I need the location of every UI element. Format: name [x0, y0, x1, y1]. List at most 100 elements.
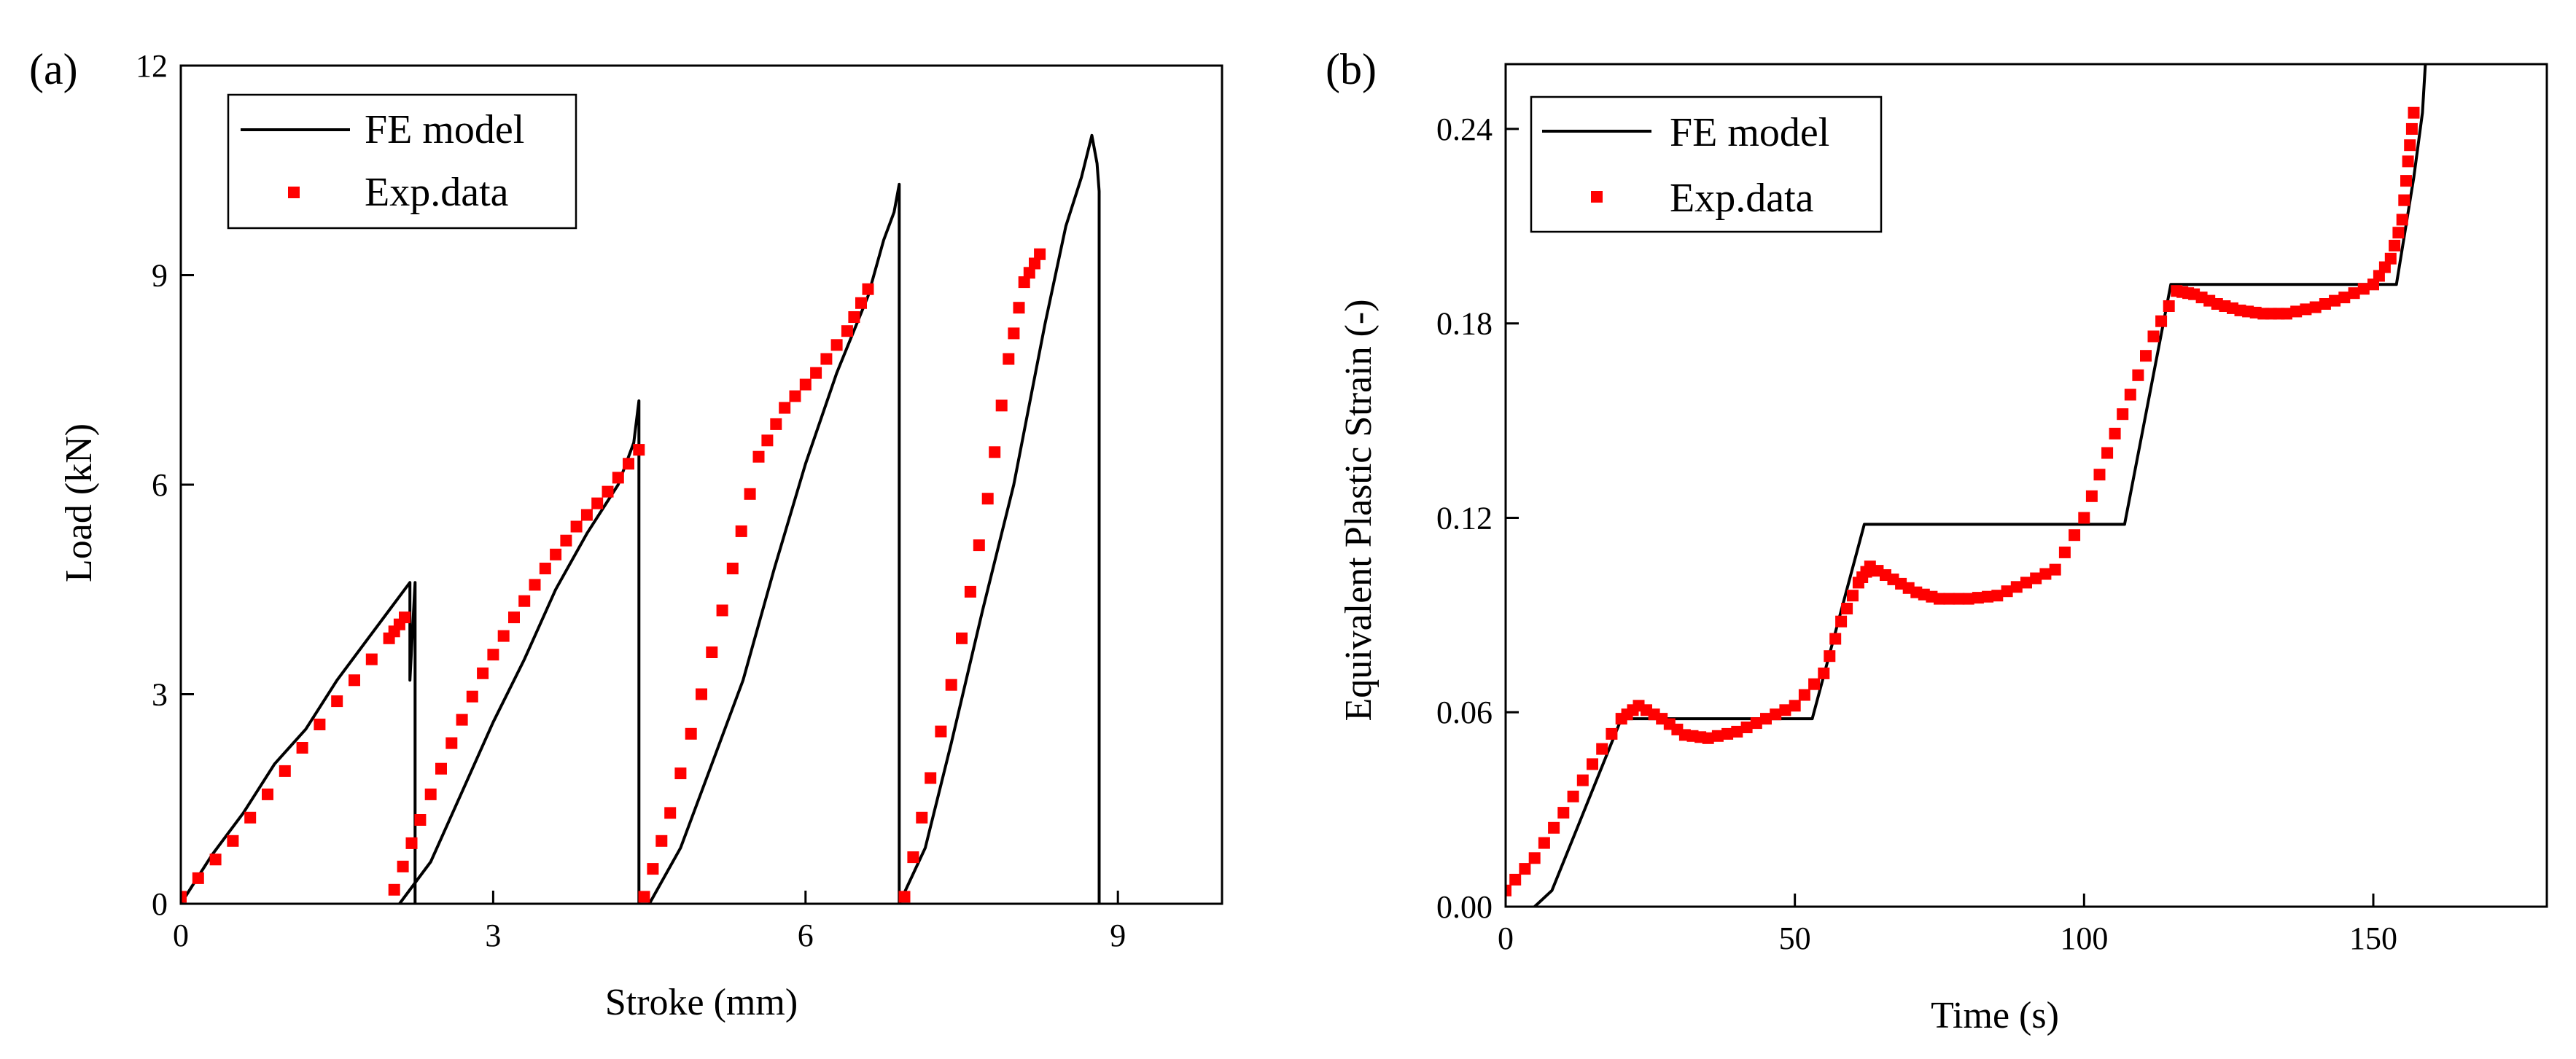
panel-b-exp-data-point — [2329, 294, 2341, 307]
legend-b-fe-label: FE model — [1670, 110, 1829, 155]
panel-b-legend-box — [1530, 95, 1883, 233]
panel-a-exp-data-point — [466, 690, 478, 703]
panel-a-exp-data-point — [855, 297, 867, 309]
panel-a-exp-data-point — [227, 835, 239, 847]
panel-a-exp-data-point — [539, 563, 551, 574]
panel-a-exp-data-point — [761, 434, 774, 447]
legend-a-fe-label: FE model — [365, 107, 524, 152]
panel-b-exp-data-point — [1934, 593, 1945, 605]
panel-a-exp-data-point — [726, 563, 739, 574]
panel-b-exp-data-point — [1829, 633, 1842, 645]
panel-b-exp-data-point — [2163, 300, 2175, 312]
panel-b-x-tick-label: 150 — [2349, 921, 2397, 956]
panel-a-exp-data-point — [181, 891, 187, 903]
panel-b-exp-data-point — [2357, 283, 2370, 295]
panel-a-exp-data-point — [591, 497, 604, 509]
panel-b-exp-data-point — [1740, 722, 1753, 733]
panel-b-exp-data-point — [2093, 469, 2106, 481]
panel-a-exp-data-point — [314, 719, 326, 730]
panel-b-exp-data-point — [1824, 650, 1836, 663]
panel-b-axes-frame — [1504, 63, 2548, 908]
panel-a-exp-data-point — [779, 402, 791, 414]
panel-b-exp-data-point — [1841, 603, 1853, 614]
panel-a-exp-data-point — [735, 525, 747, 537]
panel-b-exp-data-point — [1606, 727, 1618, 740]
panel-b-exp-data-point — [1779, 704, 1791, 716]
panel-a-fe-model-line-seg-3 — [898, 133, 1101, 904]
panel-b-exp-data-point — [1962, 593, 1974, 605]
panel-a-exp-data-point — [989, 446, 1001, 458]
panel-a-exp-data-point — [655, 835, 668, 847]
panel-b-exp-data-point — [2140, 350, 2152, 362]
panel-b-exp-data-point — [2396, 214, 2408, 226]
panel-a-exp-data-point — [799, 378, 812, 391]
panel-a-exp-data-point — [445, 737, 458, 749]
panel-b-exp-data-point — [1847, 590, 1859, 602]
panel-b-exp-data-point — [2405, 122, 2418, 135]
panel-a-clipped-marks — [181, 133, 1101, 904]
panel-a-exp-data-point — [916, 811, 928, 824]
panel-a-exp-data-point — [841, 325, 853, 337]
panel-a-exp-data-point — [925, 772, 937, 784]
panel-a-fe-model-line-seg-1 — [398, 399, 641, 904]
panel-a-exp-data-point — [898, 891, 911, 903]
panel-a-exp-data-point — [497, 630, 510, 642]
panel-b-exp-data-point — [1587, 758, 1598, 770]
panel-a-exp-data-point — [848, 311, 860, 323]
panel-b-exp-data-point — [2001, 585, 2013, 598]
panel-a-exp-data-point — [1023, 267, 1035, 279]
panel-a-exp-data-point — [770, 418, 782, 430]
panel-a-exp-data-point — [752, 450, 765, 463]
panel-b-exp-data-point — [1557, 807, 1570, 819]
panel-b-exp-data-point — [1953, 593, 1965, 605]
panel-a-exp-data-point — [935, 725, 947, 738]
panel-b-label: (b) — [1326, 45, 1377, 93]
panel-b-exp-data-point — [2319, 298, 2331, 310]
panel-a-exp-data-point — [560, 534, 572, 547]
panel-b-chart: (b) Equivalent Plastic Strain (-) Time (… — [1326, 45, 2548, 1036]
panel-b-exp-data-point — [2404, 139, 2416, 152]
panel-a-exp-data-point — [331, 695, 343, 708]
panel-b-exp-data-point — [1538, 837, 1550, 849]
panel-b-exp-data-point — [2058, 546, 2071, 558]
panel-b-exp-data-point — [2069, 529, 2081, 542]
panel-a-legend-box — [227, 93, 577, 230]
panel-a-ylabel: Load (kN) — [58, 423, 100, 582]
legend-b-exp-label: Exp.data — [1670, 176, 1814, 221]
panel-a-exp-data-point — [414, 814, 427, 826]
panel-a-exp-data-point — [981, 493, 994, 505]
panel-a-exp-data-point — [633, 444, 645, 456]
panel-b-exp-data-point — [2281, 308, 2292, 320]
panel-b-exp-data-point — [2348, 287, 2360, 300]
panel-a-exp-data-point — [508, 611, 520, 624]
panel-b-exp-data-point — [2338, 292, 2351, 304]
panel-b-exp-data-point — [2384, 252, 2397, 265]
panel-a-exp-data-point — [820, 353, 833, 365]
panel-a-x-tick-label: 9 — [1110, 918, 1126, 953]
panel-b-exp-data-point — [1789, 700, 1801, 712]
panel-a-exp-data-point — [349, 674, 360, 687]
panel-b-exp-data-point — [1702, 732, 1714, 744]
legend-a-exp-marker-icon — [288, 187, 300, 198]
panel-b-exp-data-point — [2147, 330, 2160, 343]
panel-b-exp-data-point — [1506, 884, 1511, 896]
panel-b-exp-data-point — [2101, 447, 2114, 459]
panel-b-xlabel: Time (s) — [1931, 995, 2059, 1036]
panel-a-exp-data-point — [696, 688, 707, 700]
panel-a-exp-data-point — [956, 632, 968, 644]
panel-b-exp-data-point — [1835, 615, 1848, 628]
panel-b-exp-data-point — [2132, 369, 2144, 381]
panel-a-exp-data-point — [192, 872, 204, 884]
panel-b-exp-data-point — [1982, 590, 1994, 603]
panel-a-exp-data-point — [296, 742, 308, 754]
panel-b-exp-data-point — [2392, 227, 2405, 239]
panel-b-exp-data-point — [1750, 717, 1762, 730]
panel-a-plot-area — [181, 133, 1101, 904]
panel-b-fe-model-line-seg-0 — [1533, 64, 2427, 907]
panel-a-exp-data-point — [244, 811, 257, 824]
panel-b-legend: FE model Exp.data — [1530, 95, 1883, 233]
panel-a-y-tick-label: 0 — [152, 886, 168, 922]
panel-a-exp-data-point — [279, 765, 291, 777]
panel-a-exp-data-point — [477, 667, 489, 679]
